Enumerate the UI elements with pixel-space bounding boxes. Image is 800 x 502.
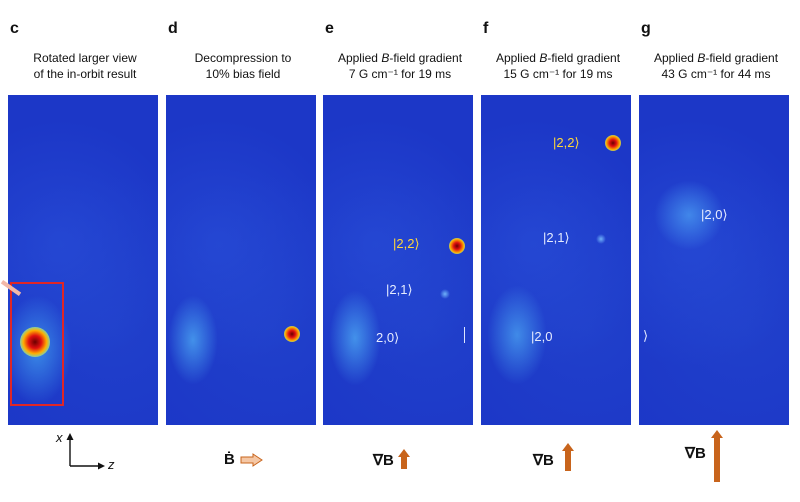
condensate-peak: [284, 326, 300, 342]
state-peak-21: [596, 234, 606, 244]
absorption-image: |2,0⟩ ⟩: [639, 95, 789, 425]
caption-text: -field gradient: [389, 51, 463, 65]
x-axis-label: x: [56, 430, 63, 445]
panel-g: g Applied B-field gradient 43 G cm⁻¹ for…: [639, 0, 791, 497]
thermal-cloud: [487, 285, 547, 385]
caption-line-2: 7 G cm⁻¹ for 19 ms: [348, 67, 452, 81]
axes-icon: [66, 433, 105, 470]
caption-text: -field gradient: [547, 51, 621, 65]
atom-cloud-core: [20, 327, 50, 357]
caption-line-2: 43 G cm⁻¹ for 44 ms: [661, 67, 771, 81]
absorption-image: |2,2⟩ |2,1⟩ |2,0: [481, 95, 631, 425]
caption-line-1: Rotated larger view: [33, 51, 137, 65]
panel-letter: e: [325, 20, 334, 37]
state-label-20: |2,0: [531, 329, 553, 344]
caption-italic: B: [539, 51, 548, 65]
gradient-arrow-icon: [561, 443, 575, 471]
caption-italic: B: [381, 51, 390, 65]
field-rate-symbol: Ḃ: [224, 451, 235, 468]
panel-f: f Applied B-field gradient 15 G cm⁻¹ for…: [481, 0, 633, 497]
caption-line-1: Applied B-field gradient: [475, 50, 641, 66]
panel-caption: Applied B-field gradient 43 G cm⁻¹ for 4…: [633, 50, 799, 82]
highlight-box: [10, 282, 64, 406]
state-peak-22: [605, 135, 621, 151]
gradient-arrow-icon: [398, 449, 410, 469]
thermal-cloud: [329, 290, 381, 386]
panel-caption: Rotated larger view of the in-orbit resu…: [2, 50, 168, 82]
caption-line-1: Applied B-field gradient: [317, 50, 483, 66]
state-label-20: 2,0⟩: [376, 330, 400, 345]
caption-text: Applied: [495, 51, 540, 65]
z-axis-label: z: [108, 457, 115, 472]
state-label-22: |2,2⟩: [553, 135, 580, 150]
thermal-cloud: [654, 180, 724, 250]
axes-indicator: x z: [8, 430, 158, 497]
thermal-cloud: [168, 295, 218, 385]
field-indicator: Ḃ: [166, 430, 316, 497]
state-peak-22: [449, 238, 465, 254]
panel-letter: g: [641, 20, 651, 37]
gradient-symbol: ∇B: [685, 445, 706, 462]
gradient-indicator: ∇B: [481, 430, 631, 497]
panel-letter: c: [10, 20, 19, 37]
panel-e: e Applied B-field gradient 7 G cm⁻¹ for …: [323, 0, 475, 497]
state-label-21: |2,1⟩: [543, 230, 570, 245]
panel-caption: Applied B-field gradient 15 G cm⁻¹ for 1…: [475, 50, 641, 82]
absorption-image: [166, 95, 316, 425]
caption-line-2: of the in-orbit result: [33, 67, 137, 81]
absorption-image: [8, 95, 158, 425]
gradient-symbol: ∇B: [533, 452, 554, 469]
right-arrow-icon: [240, 453, 263, 467]
edge-label: ⟩: [643, 328, 649, 343]
absorption-image: |2,2⟩ |2,1⟩ 2,0⟩: [323, 95, 473, 425]
caption-line-1: Applied B-field gradient: [633, 50, 799, 66]
caption-line-1: Decompression to: [194, 51, 292, 65]
caption-italic: B: [697, 51, 706, 65]
gradient-symbol: ∇B: [373, 452, 394, 469]
caption-text: -field gradient: [705, 51, 779, 65]
state-peak-21: [440, 289, 450, 299]
panel-letter: f: [483, 20, 489, 37]
gradient-arrow-icon: [710, 430, 724, 482]
panel-caption: Applied B-field gradient 7 G cm⁻¹ for 19…: [317, 50, 483, 82]
panel-caption: Decompression to 10% bias field: [160, 50, 326, 82]
panel-c: c Rotated larger view of the in-orbit re…: [0, 0, 160, 497]
state-label-21: |2,1⟩: [386, 282, 413, 297]
marker-tick: [464, 327, 465, 343]
panel-letter: d: [168, 20, 178, 37]
caption-line-2: 10% bias field: [205, 67, 281, 81]
caption-text: Applied: [653, 51, 698, 65]
caption-text: Applied: [337, 51, 382, 65]
caption-line-2: 15 G cm⁻¹ for 19 ms: [503, 67, 613, 81]
state-label-20: |2,0⟩: [701, 207, 728, 222]
panel-d: d Decompression to 10% bias field Ḃ: [166, 0, 318, 497]
gradient-indicator: ∇B: [639, 430, 789, 497]
state-label-22: |2,2⟩: [393, 236, 420, 251]
gradient-indicator: ∇B: [323, 430, 473, 497]
